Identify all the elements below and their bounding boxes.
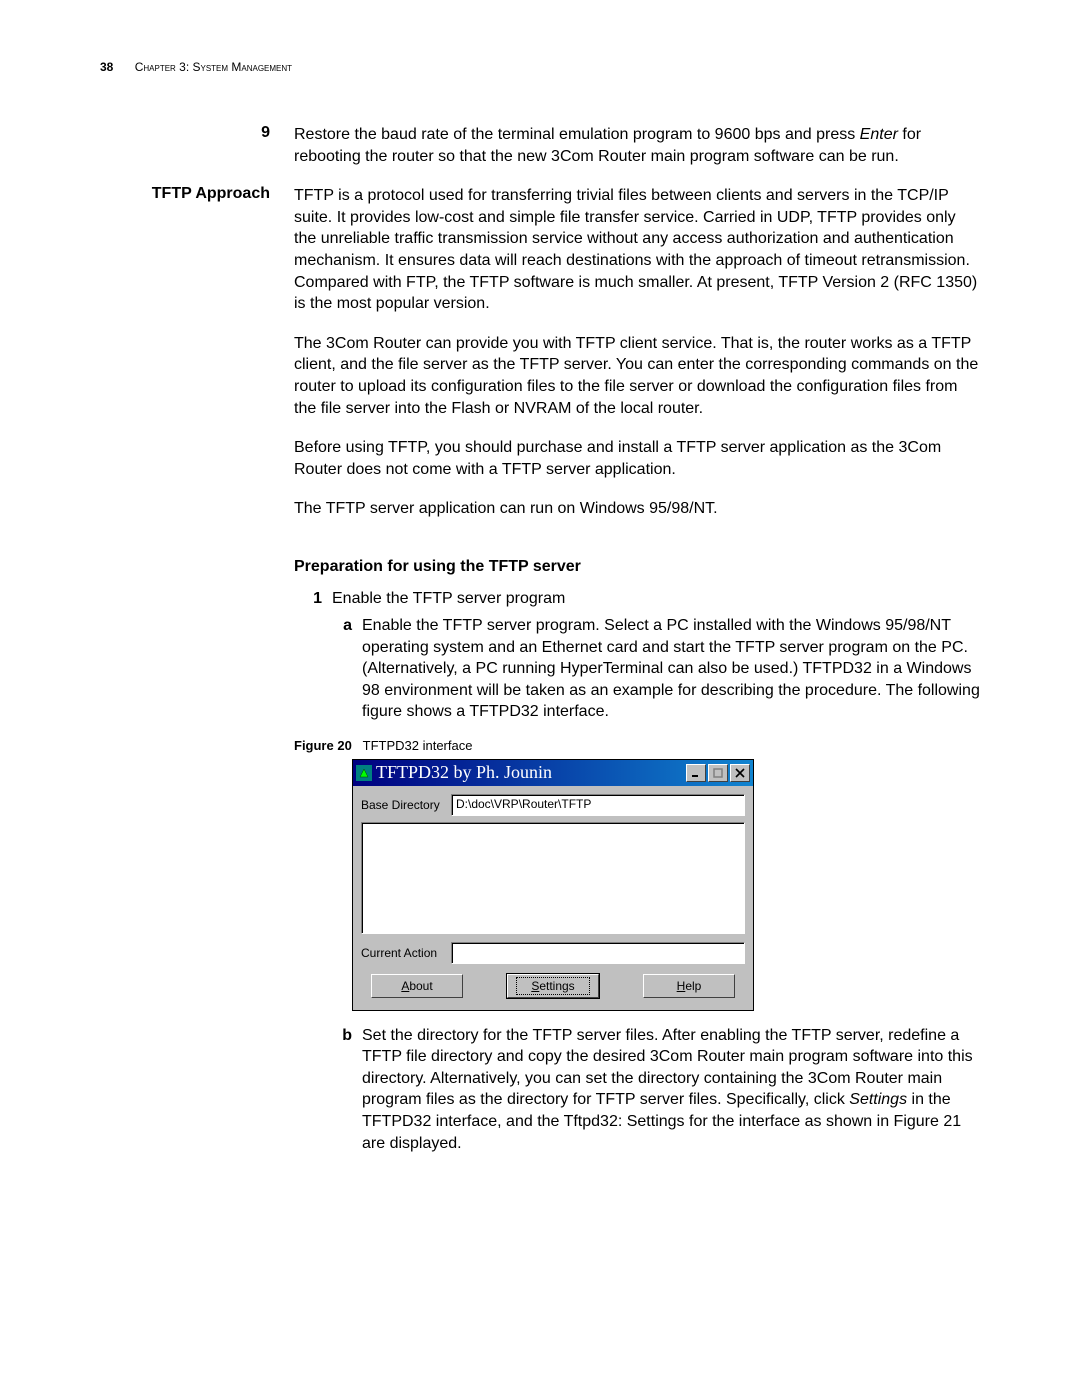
current-action-label: Current Action — [361, 945, 451, 961]
settings-label-rest: ettings — [539, 979, 574, 993]
base-directory-label: Base Directory — [361, 797, 451, 813]
step-9-text: Restore the baud rate of the terminal em… — [294, 124, 980, 167]
page-header: 38 Chapter 3: System Management — [100, 60, 980, 74]
step-1b-marker: b — [332, 1025, 352, 1155]
step-9-marker: 9 — [100, 124, 270, 185]
app-icon — [356, 765, 372, 781]
chapter-title: Chapter 3: System Management — [135, 60, 292, 74]
settings-button[interactable]: Settings — [507, 974, 599, 998]
figure-20-label: Figure 20 — [294, 738, 352, 753]
current-action-field — [451, 942, 745, 964]
close-button[interactable] — [730, 764, 750, 782]
minimize-button[interactable] — [686, 764, 706, 782]
step-9-enter: Enter — [860, 126, 898, 143]
help-button[interactable]: Help — [643, 974, 735, 998]
step-1-marker: 1 — [294, 588, 322, 610]
tftp-para4: The TFTP server application can run on W… — [294, 498, 980, 520]
page-number: 38 — [100, 60, 113, 74]
help-label-rest: elp — [685, 979, 701, 993]
window-title: TFTPD32 by Ph. Jounin — [376, 760, 684, 784]
step-1b-text: Set the directory for the TFTP server fi… — [362, 1025, 980, 1155]
base-directory-field[interactable]: D:\doc\VRP\Router\TFTP — [451, 794, 745, 816]
log-area[interactable] — [361, 822, 745, 934]
about-label-rest: bout — [409, 979, 432, 993]
prep-heading: Preparation for using the TFTP server — [294, 556, 980, 578]
tftp-para3: Before using TFTP, you should purchase a… — [294, 437, 980, 480]
step-9-part1: Restore the baud rate of the terminal em… — [294, 126, 860, 143]
step-1a-text: Enable the TFTP server program. Select a… — [362, 615, 980, 723]
tftp-para1: TFTP is a protocol used for transferring… — [294, 185, 980, 315]
step-1a-marker: a — [332, 615, 352, 723]
tftp-para2: The 3Com Router can provide you with TFT… — [294, 333, 980, 419]
tftp-approach-label: TFTP Approach — [100, 185, 270, 333]
titlebar[interactable]: TFTPD32 by Ph. Jounin — [353, 760, 753, 786]
about-button[interactable]: About — [371, 974, 463, 998]
step-1b-settings-word: Settings — [849, 1091, 907, 1108]
tftpd32-window: TFTPD32 by Ph. Jounin Base Directory D:\… — [352, 759, 754, 1011]
maximize-button[interactable] — [708, 764, 728, 782]
step-1-text: Enable the TFTP server program — [332, 588, 980, 610]
figure-20-caption: TFTPD32 interface — [363, 738, 473, 753]
